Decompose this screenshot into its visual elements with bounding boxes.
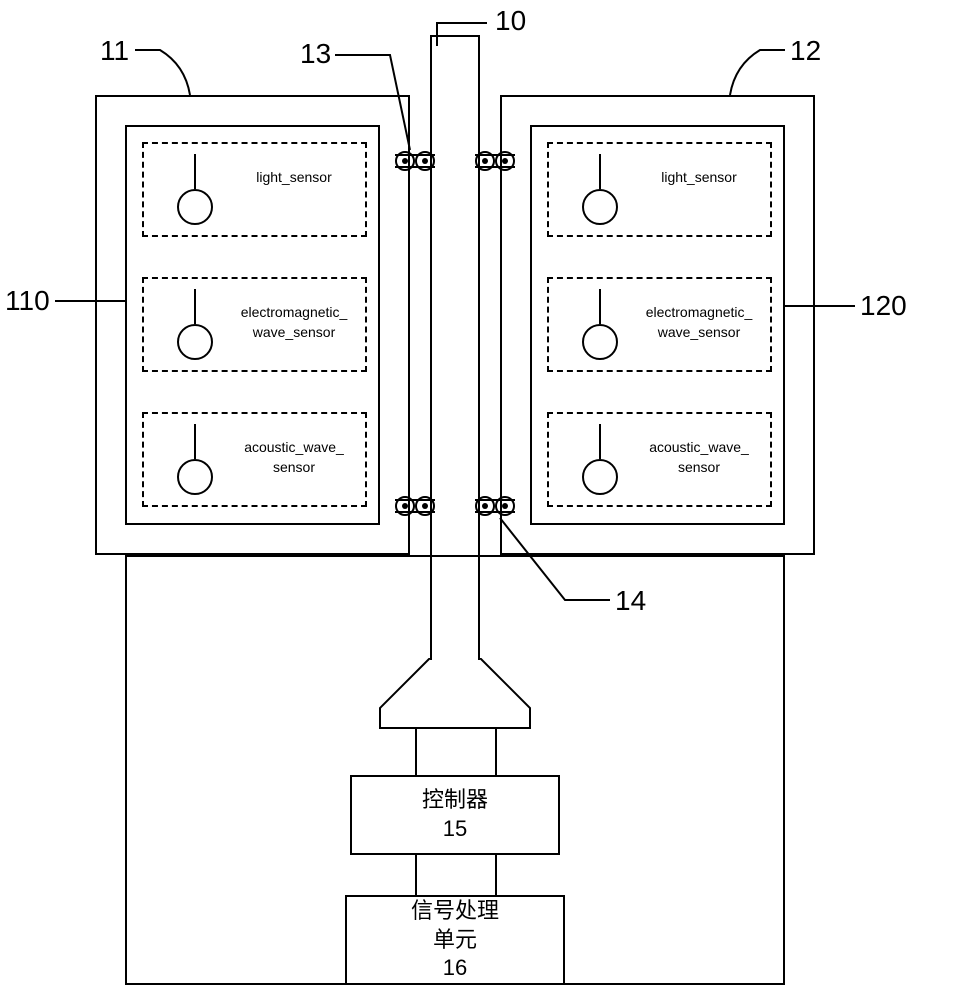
conn-ctrl-sig-r <box>495 855 497 895</box>
left-sensor-group: light_sensor electromagnetic_ wave_senso… <box>125 125 380 525</box>
right-sensor-group: light_sensor electromagnetic_ wave_senso… <box>530 125 785 525</box>
left-ac-label1: acoustic_wave_ <box>229 439 359 456</box>
left-em-stem <box>194 289 196 324</box>
left-em-label2: wave_sensor <box>229 324 359 341</box>
callout-11 <box>130 40 220 100</box>
left-light-stem <box>194 154 196 189</box>
label-120: 120 <box>860 290 907 322</box>
right-em-stem <box>599 289 601 324</box>
diagram-canvas: light_sensor electromagnetic_ wave_senso… <box>0 0 953 1000</box>
hinge-bl <box>395 495 435 517</box>
left-ac-box: acoustic_wave_ sensor <box>142 412 367 507</box>
right-ac-label1: acoustic_wave_ <box>634 439 764 456</box>
funnel <box>375 658 535 738</box>
right-em-label2: wave_sensor <box>634 324 764 341</box>
label-10: 10 <box>495 5 526 37</box>
right-light-box: light_sensor <box>547 142 772 237</box>
callout-110 <box>55 300 125 302</box>
label-110: 110 <box>5 285 50 317</box>
left-em-label1: electromagnetic_ <box>229 304 359 321</box>
conn-funnel-ctrl-r <box>495 728 497 775</box>
callout-10 <box>432 18 492 48</box>
hinge-br <box>475 495 515 517</box>
signal-box: 信号处理 单元 16 <box>345 895 565 985</box>
signal-label2: 单元 <box>433 926 477 955</box>
signal-num: 16 <box>443 954 467 983</box>
label-11: 11 <box>100 35 129 67</box>
pole-left <box>430 35 432 660</box>
callout-14 <box>495 515 615 610</box>
hinge-tr <box>475 150 515 172</box>
label-13: 13 <box>300 38 331 70</box>
controller-label: 控制器 <box>422 786 488 815</box>
left-light-box: light_sensor <box>142 142 367 237</box>
right-ac-stem <box>599 424 601 459</box>
callout-12 <box>700 40 790 100</box>
callout-13 <box>330 45 415 155</box>
pole-right <box>478 35 480 660</box>
right-light-label: light_sensor <box>639 169 759 186</box>
label-12: 12 <box>790 35 821 67</box>
right-ac-box: acoustic_wave_ sensor <box>547 412 772 507</box>
left-ac-label2: sensor <box>229 459 359 476</box>
left-ac-stem <box>194 424 196 459</box>
conn-funnel-ctrl-l <box>415 728 417 775</box>
right-light-stem <box>599 154 601 189</box>
left-em-circle <box>177 324 213 360</box>
signal-label1: 信号处理 <box>411 897 499 926</box>
label-14: 14 <box>615 585 646 617</box>
right-ac-circle <box>582 459 618 495</box>
right-em-circle <box>582 324 618 360</box>
left-light-label: light_sensor <box>234 169 354 186</box>
left-light-circle <box>177 189 213 225</box>
right-em-box: electromagnetic_ wave_sensor <box>547 277 772 372</box>
right-ac-label2: sensor <box>634 459 764 476</box>
left-em-box: electromagnetic_ wave_sensor <box>142 277 367 372</box>
left-ac-circle <box>177 459 213 495</box>
right-em-label1: electromagnetic_ <box>634 304 764 321</box>
callout-120 <box>785 305 855 307</box>
conn-ctrl-sig-l <box>415 855 417 895</box>
controller-num: 15 <box>443 815 467 844</box>
controller-box: 控制器 15 <box>350 775 560 855</box>
right-light-circle <box>582 189 618 225</box>
